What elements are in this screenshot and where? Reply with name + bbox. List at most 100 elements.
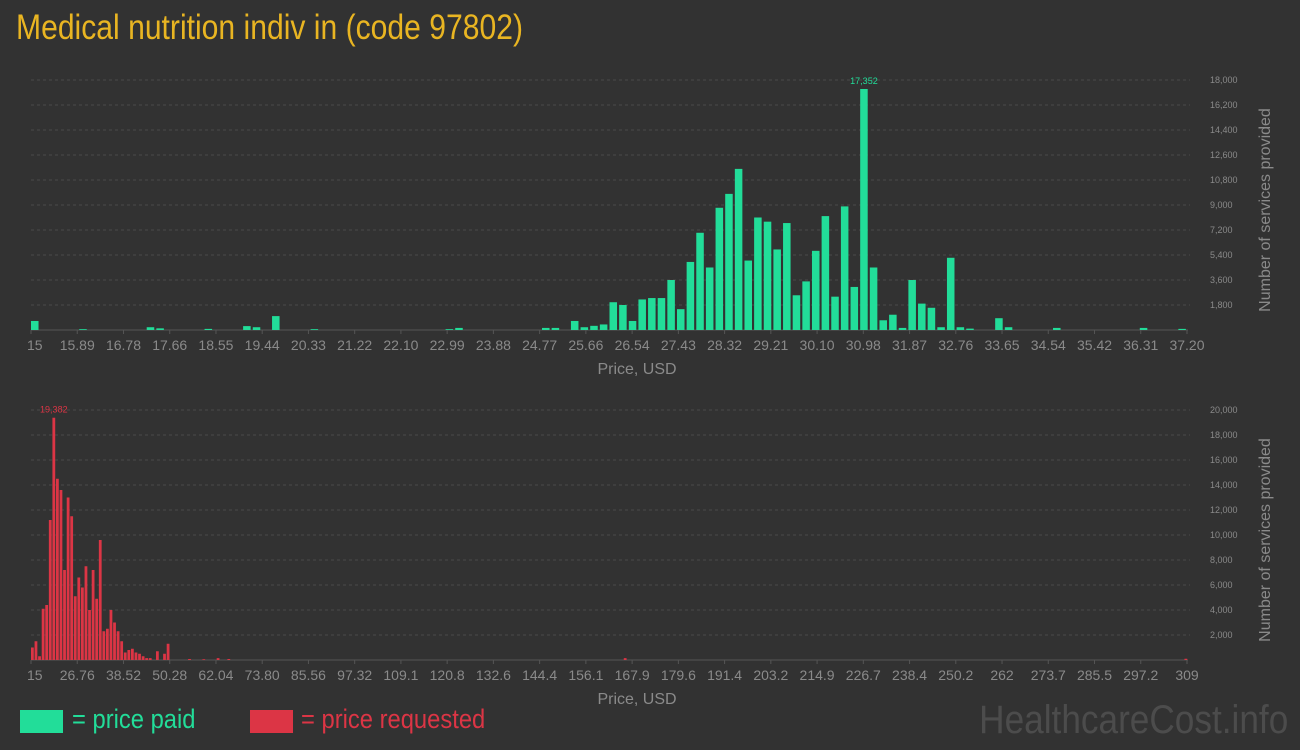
bar <box>79 329 87 330</box>
legend-label-requested: = price requested <box>301 704 486 734</box>
bar <box>204 328 213 330</box>
bar <box>879 320 887 330</box>
bar <box>166 643 170 660</box>
bar <box>227 659 231 660</box>
x-tick-label: 21.22 <box>337 337 372 353</box>
bar <box>908 280 916 330</box>
bar <box>34 641 38 660</box>
x-tick-label: 24.77 <box>522 337 557 353</box>
bar <box>138 653 141 660</box>
bar <box>937 327 945 330</box>
bar <box>927 307 936 330</box>
bar <box>754 217 762 330</box>
y-tick-label: 3,600 <box>1210 275 1233 285</box>
bar <box>676 309 685 330</box>
x-tick-label: 15.89 <box>60 337 95 353</box>
bar <box>146 327 155 330</box>
y-tick-label: 12,600 <box>1210 150 1238 160</box>
bar <box>88 610 91 660</box>
x-tick-label: 191.4 <box>707 667 742 683</box>
bar <box>686 261 695 330</box>
bar <box>163 653 166 660</box>
x-tick-label: 26.76 <box>60 667 95 683</box>
bar <box>123 652 127 660</box>
x-tick-label: 73.80 <box>245 667 280 683</box>
bar <box>802 281 810 330</box>
x-tick-label: 15 <box>27 337 43 353</box>
x-tick-label: 23.88 <box>476 337 511 353</box>
legend-swatch-paid <box>20 710 63 733</box>
y-tick-label: 20,000 <box>1210 405 1238 415</box>
bar <box>41 608 45 660</box>
bar <box>783 223 791 330</box>
x-tick-label: 32.76 <box>938 337 973 353</box>
x-tick-label: 85.56 <box>291 667 326 683</box>
peak-value-label: 19,382 <box>40 405 68 415</box>
x-tick-label: 50.28 <box>152 667 187 683</box>
bar <box>445 329 454 330</box>
x-tick-label: 179.6 <box>661 667 696 683</box>
bar <box>116 631 120 660</box>
x-tick-label: 262 <box>990 667 1014 683</box>
bar <box>141 656 145 660</box>
bar <box>744 260 753 330</box>
x-tick-label: 22.99 <box>430 337 465 353</box>
bar <box>590 325 598 330</box>
bar <box>155 651 159 660</box>
y-tick-label: 18,000 <box>1210 75 1238 85</box>
bar <box>898 327 907 330</box>
x-tick-label: 30.98 <box>846 337 881 353</box>
bar <box>105 628 109 660</box>
x-tick-label: 62.04 <box>198 667 233 683</box>
x-tick-label: 28.32 <box>707 337 742 353</box>
y-tick-label: 2,000 <box>1210 630 1233 640</box>
bar <box>120 641 124 660</box>
y-tick-label: 1,800 <box>1210 300 1233 310</box>
bar <box>763 221 772 330</box>
bar <box>59 490 63 660</box>
y-axis-label: Number of services provided <box>1257 108 1274 312</box>
bar <box>73 596 77 660</box>
bar <box>1184 658 1188 660</box>
x-axis-label: Price, USD <box>597 361 676 378</box>
x-tick-label: 109.1 <box>383 667 418 683</box>
bar <box>773 249 781 330</box>
x-tick-label: 19.44 <box>245 337 280 353</box>
y-tick-label: 16,000 <box>1210 455 1238 465</box>
bar <box>840 206 849 330</box>
bar <box>609 302 618 330</box>
bar <box>860 89 868 330</box>
bar <box>102 631 106 660</box>
y-tick-label: 4,000 <box>1210 605 1233 615</box>
bar <box>310 329 319 330</box>
bar <box>995 318 1003 330</box>
bar <box>1139 327 1148 330</box>
bar <box>811 250 820 330</box>
x-tick-label: 16.78 <box>106 337 141 353</box>
y-tick-label: 18,000 <box>1210 430 1238 440</box>
x-tick-label: 22.10 <box>383 337 418 353</box>
x-tick-label: 15 <box>27 667 43 683</box>
bar <box>55 478 59 660</box>
bar <box>657 298 666 330</box>
y-tick-label: 10,000 <box>1210 530 1238 540</box>
price-requested-chart: 2,000 4,000 6,000 8,000 10,000 12,000 14,000 16… <box>27 405 1274 708</box>
bar <box>628 320 637 330</box>
bar <box>918 303 926 330</box>
bar <box>705 267 714 330</box>
bar <box>145 658 149 660</box>
bar <box>1004 327 1013 330</box>
x-tick-label: 38.52 <box>106 667 141 683</box>
bar <box>156 328 164 330</box>
bar <box>1053 327 1061 330</box>
page-title: Medical nutrition indiv in (code 97802) <box>16 8 523 47</box>
x-tick-label: 250.2 <box>938 667 973 683</box>
bar <box>619 305 627 330</box>
bar <box>130 648 134 660</box>
bar <box>216 658 220 660</box>
bar <box>188 659 191 660</box>
bar <box>725 193 733 330</box>
x-tick-label: 238.4 <box>892 667 927 683</box>
bar <box>77 577 81 660</box>
bar <box>623 658 627 660</box>
